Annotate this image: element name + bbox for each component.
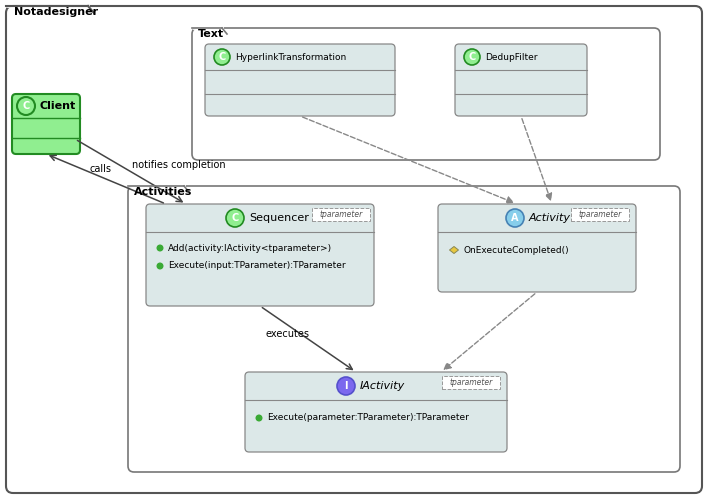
Circle shape <box>17 97 35 115</box>
Text: tparameter: tparameter <box>319 210 362 219</box>
Text: Activities: Activities <box>134 187 193 197</box>
Text: Sequencer: Sequencer <box>249 213 309 223</box>
Text: I: I <box>344 381 348 391</box>
Text: IActivity: IActivity <box>360 381 405 391</box>
Text: Execute(input:TParameter):TParameter: Execute(input:TParameter):TParameter <box>168 261 346 270</box>
Text: calls: calls <box>90 164 112 174</box>
Circle shape <box>157 245 163 251</box>
Text: Client: Client <box>39 101 75 111</box>
FancyBboxPatch shape <box>128 186 680 472</box>
Text: Execute(parameter:TParameter):TParameter: Execute(parameter:TParameter):TParameter <box>267 414 469 423</box>
Text: A: A <box>511 213 519 223</box>
Circle shape <box>226 209 244 227</box>
Text: Text: Text <box>198 29 224 39</box>
Text: executes: executes <box>265 329 309 339</box>
Text: C: C <box>218 52 226 62</box>
Circle shape <box>506 209 524 227</box>
Text: tparameter: tparameter <box>450 378 493 387</box>
Polygon shape <box>450 247 459 253</box>
FancyBboxPatch shape <box>192 28 660 160</box>
FancyBboxPatch shape <box>245 372 507 452</box>
FancyBboxPatch shape <box>438 204 636 292</box>
Circle shape <box>157 263 163 269</box>
Text: Notadesigner: Notadesigner <box>14 7 98 17</box>
Text: C: C <box>469 52 476 62</box>
Text: DedupFilter: DedupFilter <box>485 52 537 61</box>
FancyBboxPatch shape <box>6 6 702 493</box>
Text: C: C <box>232 213 239 223</box>
Bar <box>442 376 500 389</box>
FancyBboxPatch shape <box>146 204 374 306</box>
Bar <box>571 208 629 221</box>
Text: Add(activity:IActivity<tparameter>): Add(activity:IActivity<tparameter>) <box>168 244 332 252</box>
Text: notifies completion: notifies completion <box>132 160 226 170</box>
Circle shape <box>214 49 230 65</box>
FancyBboxPatch shape <box>12 94 80 154</box>
Text: OnExecuteCompleted(): OnExecuteCompleted() <box>464 246 570 254</box>
FancyBboxPatch shape <box>205 44 395 116</box>
Text: HyperlinkTransformation: HyperlinkTransformation <box>235 52 346 61</box>
Text: Activity: Activity <box>529 213 571 223</box>
Bar <box>312 208 370 221</box>
Circle shape <box>256 415 262 421</box>
Circle shape <box>337 377 355 395</box>
Text: C: C <box>23 101 30 111</box>
FancyBboxPatch shape <box>455 44 587 116</box>
Circle shape <box>464 49 480 65</box>
Text: tparameter: tparameter <box>578 210 622 219</box>
